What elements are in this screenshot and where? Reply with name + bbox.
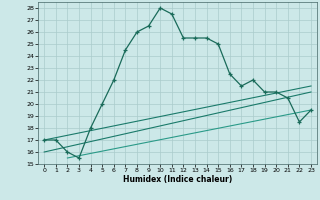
X-axis label: Humidex (Indice chaleur): Humidex (Indice chaleur) [123, 175, 232, 184]
